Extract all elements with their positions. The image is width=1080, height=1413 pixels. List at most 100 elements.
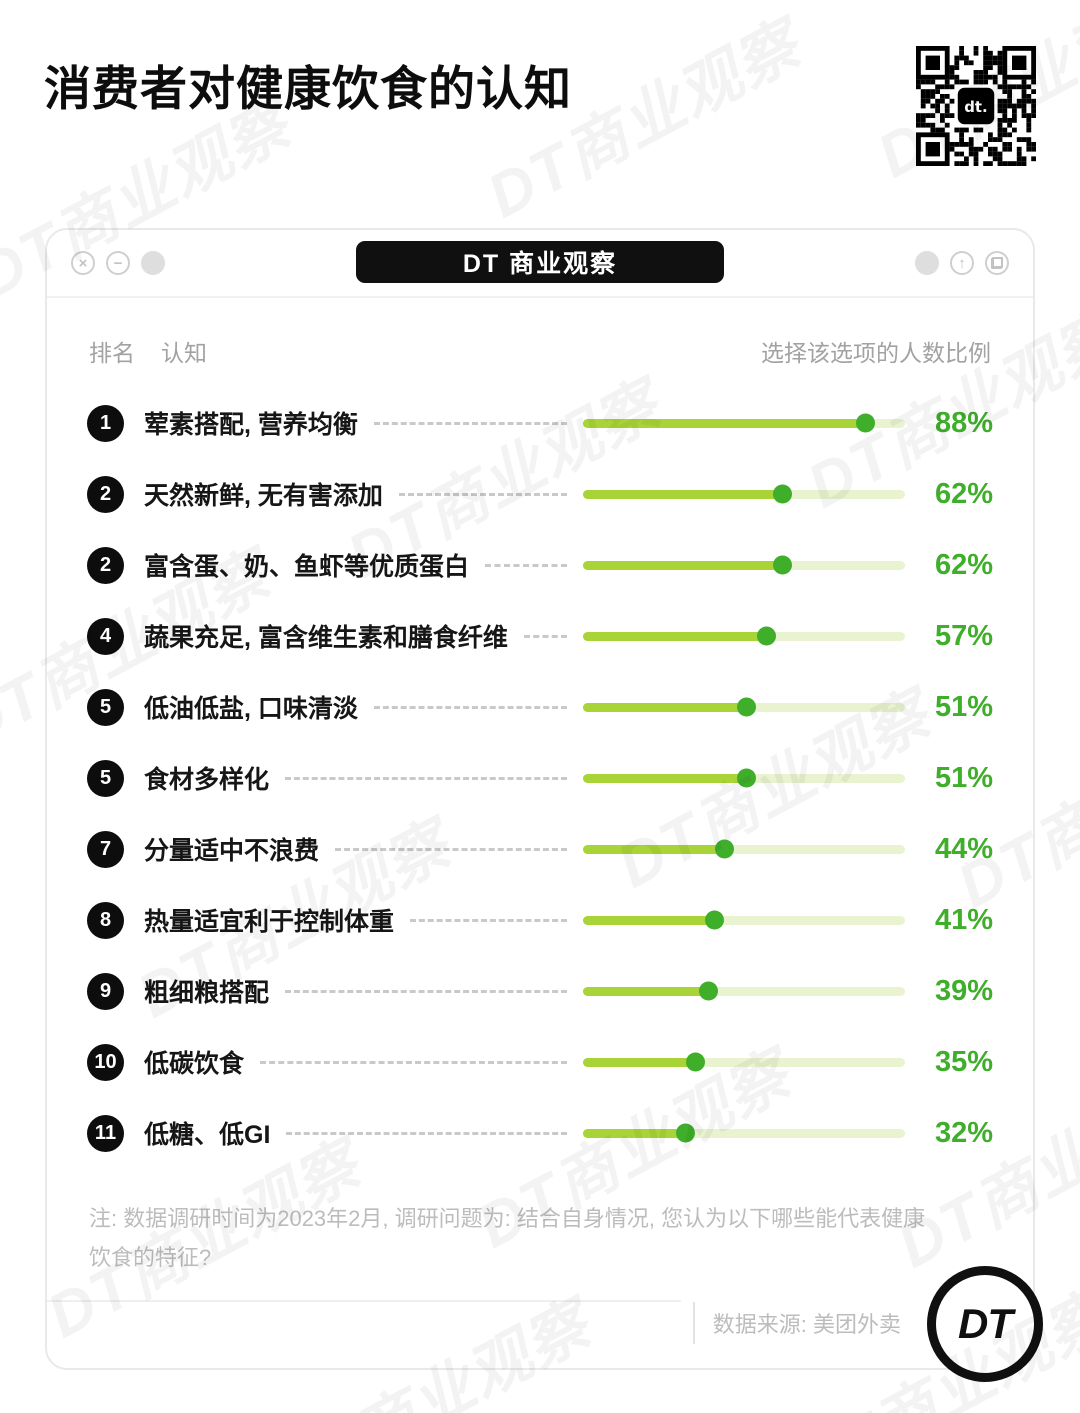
- leader-line: [335, 847, 567, 851]
- window-dot-icon[interactable]: [141, 251, 165, 275]
- share-icon[interactable]: ↑: [950, 251, 974, 275]
- source-row: 数据来源: 美团外卖: [692, 1302, 901, 1344]
- footnote: 注: 数据调研时间为2023年2月, 调研问题为: 结合自身情况, 您认为以下哪…: [89, 1206, 926, 1270]
- rank-badge: 9: [87, 972, 124, 1010]
- source-divider: [692, 1302, 695, 1344]
- chart-row: 9 粗细粮搭配 39%: [87, 968, 993, 1014]
- category-column-header: 认知: [161, 340, 207, 366]
- data-source: 数据来源: 美团外卖: [712, 1312, 901, 1337]
- row-label: 食材多样化: [144, 766, 270, 794]
- minimize-icon[interactable]: −: [106, 251, 130, 275]
- bar-track: [583, 697, 905, 717]
- dt-logo-text: DT: [958, 1300, 1013, 1347]
- rank-badge: 10: [87, 1043, 124, 1081]
- row-label: 分量适中不浪费: [144, 837, 320, 865]
- bar-fill: [583, 626, 776, 646]
- row-label: 低碳饮食: [144, 1050, 245, 1078]
- leader-line: [373, 421, 567, 425]
- card-header: × − DT 商业观察 ↑: [47, 230, 1033, 298]
- rank-badge: 1: [87, 404, 124, 442]
- qr-code: dt.: [916, 46, 1036, 166]
- copy-icon[interactable]: [985, 251, 1009, 275]
- bar-track: [583, 1123, 905, 1143]
- bar-track: [583, 768, 905, 788]
- chart-row: 4 蔬果充足, 富含维生素和膳食纤维 57%: [87, 613, 993, 659]
- rank-number: 7: [99, 837, 112, 860]
- rank-number: 10: [94, 1050, 117, 1073]
- chart-row: 8 热量适宜利于控制体重 41%: [87, 897, 993, 943]
- chart-row: 2 天然新鲜, 无有害添加 62%: [87, 471, 993, 517]
- rank-badge: 5: [87, 688, 124, 726]
- rank-badge: 5: [87, 759, 124, 797]
- bar-fill: [583, 768, 757, 788]
- row-label: 热量适宜利于控制体重: [144, 908, 395, 936]
- column-headers-left: 排名 认知: [89, 334, 207, 368]
- leader-line: [410, 918, 567, 922]
- dt-logo: DT: [927, 1266, 1043, 1382]
- bar-dot: [772, 484, 792, 504]
- rank-number: 4: [99, 624, 112, 647]
- bar-track: [583, 413, 905, 433]
- chart-row: 10 低碳饮食 35%: [87, 1039, 993, 1085]
- value-column-header: 选择该选项的人数比例: [761, 340, 991, 366]
- rank-number: 5: [99, 695, 112, 718]
- bar-dot: [737, 768, 757, 788]
- percentage-value: 57%: [934, 619, 993, 652]
- rank-number: 2: [99, 553, 112, 576]
- leader-line: [285, 989, 567, 993]
- rank-number: 5: [99, 766, 112, 789]
- row-label: 粗细粮搭配: [144, 979, 270, 1007]
- bar-fill: [583, 910, 725, 930]
- page-title: 消费者对健康饮食的认知: [44, 62, 572, 115]
- copy-glyph: [991, 257, 1003, 269]
- rank-badge: 4: [87, 617, 124, 655]
- rank-badge: 2: [87, 546, 124, 584]
- bar-fill: [583, 839, 734, 859]
- rank-number: 8: [99, 908, 112, 931]
- leader-line: [260, 1060, 567, 1064]
- footer-divider: [47, 1300, 681, 1302]
- svg-text:dt.: dt.: [964, 98, 987, 116]
- bar-dot: [737, 697, 757, 717]
- bar-dot: [676, 1123, 696, 1143]
- percentage-value: 32%: [934, 1116, 993, 1149]
- bar-dot: [756, 626, 776, 646]
- bar-track: [583, 555, 905, 575]
- chart-row: 2 富含蛋、奶、鱼虾等优质蛋白 62%: [87, 542, 993, 588]
- leader-line: [285, 776, 567, 780]
- rank-number: 1: [99, 411, 112, 434]
- bar-fill: [583, 484, 792, 504]
- rank-badge: 11: [87, 1114, 124, 1152]
- row-label: 富含蛋、奶、鱼虾等优质蛋白: [144, 553, 470, 581]
- row-label: 蔬果充足, 富含维生素和膳食纤维: [144, 624, 508, 652]
- bar-track: [583, 910, 905, 930]
- close-icon[interactable]: ×: [71, 251, 95, 275]
- row-label: 低糖、低GI: [144, 1121, 271, 1149]
- percentage-value: 35%: [934, 1045, 993, 1078]
- leader-line: [485, 563, 567, 567]
- bar-track: [583, 484, 905, 504]
- window-dot-icon[interactable]: [915, 251, 939, 275]
- bar-track: [583, 839, 905, 859]
- leader-line: [398, 492, 567, 496]
- rank-badge: 7: [87, 830, 124, 868]
- bar-dot: [856, 413, 876, 433]
- bar-dot: [698, 981, 718, 1001]
- chart-row: 11 低糖、低GI 32%: [87, 1110, 993, 1156]
- bar-track: [583, 1052, 905, 1072]
- rank-number: 2: [99, 482, 112, 505]
- bar-track: [583, 981, 905, 1001]
- bar-fill: [583, 1123, 696, 1143]
- bar-fill: [583, 981, 718, 1001]
- percentage-value: 39%: [934, 974, 993, 1007]
- percentage-value: 51%: [934, 690, 993, 723]
- bar-dot: [714, 839, 734, 859]
- column-headers: 排名 认知 选择该选项的人数比例: [47, 334, 1033, 368]
- percentage-value: 41%: [934, 903, 993, 936]
- rank-badge: 8: [87, 901, 124, 939]
- chart-row: 5 低油低盐, 口味清淡 51%: [87, 684, 993, 730]
- percentage-value: 44%: [934, 832, 993, 865]
- rank-number: 9: [99, 979, 112, 1002]
- leader-line: [286, 1131, 567, 1135]
- rank-badge: 2: [87, 475, 124, 513]
